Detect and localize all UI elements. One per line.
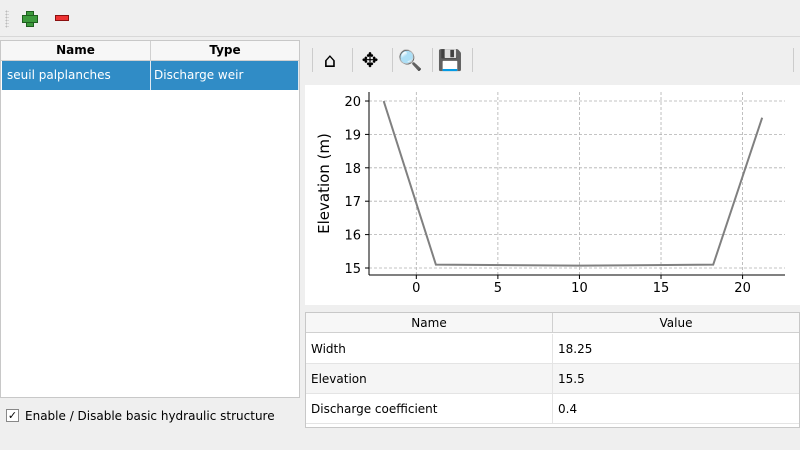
x-tick-label: 0 <box>412 281 420 296</box>
y-tick-label: 16 <box>344 229 361 244</box>
toolbar-grip[interactable] <box>5 10 9 28</box>
zoom-icon[interactable]: 🔍 <box>397 48 423 72</box>
y-axis-label: Elevation (m) <box>315 133 333 234</box>
column-header-param-name[interactable]: Name <box>306 313 553 333</box>
enable-checkbox-label[interactable]: Enable / Disable basic hydraulic structu… <box>25 409 275 423</box>
x-axis-label: Y (m) <box>556 303 597 305</box>
main-toolbar <box>0 0 800 37</box>
chart-svg: 0 5 10 15 20 15 16 17 18 19 20 Y (m) Elevation (m) <box>315 92 785 305</box>
param-row[interactable]: Elevation 15.5 <box>306 364 799 394</box>
home-icon[interactable]: ⌂ <box>323 48 337 72</box>
param-name: Elevation <box>311 372 367 386</box>
column-header-type[interactable]: Type <box>151 41 299 61</box>
save-icon[interactable]: 💾 <box>437 48 463 72</box>
x-tick-label: 15 <box>653 281 670 296</box>
column-header-name[interactable]: Name <box>1 41 151 61</box>
param-name: Width <box>311 342 346 356</box>
param-value[interactable]: 0.4 <box>552 394 577 424</box>
param-value[interactable]: 18.25 <box>552 334 592 364</box>
param-row[interactable]: Width 18.25 <box>306 334 799 364</box>
x-tick-label: 5 <box>494 281 502 296</box>
plus-icon[interactable] <box>22 11 38 27</box>
param-row[interactable]: Discharge coefficient 0.4 <box>306 394 799 424</box>
structures-table: Name Type seuil palplanches Discharge we… <box>0 40 300 398</box>
x-tick-label: 20 <box>734 281 751 296</box>
param-name: Discharge coefficient <box>311 402 438 416</box>
param-value[interactable]: 15.5 <box>552 364 585 394</box>
y-tick-label: 18 <box>344 162 361 177</box>
profile-line <box>382 100 764 267</box>
plot-toolbar: ⌂ ✥ 🔍 💾 <box>305 42 800 78</box>
column-header-param-value[interactable]: Value <box>553 313 799 333</box>
y-tick-label: 17 <box>344 195 361 210</box>
pan-icon[interactable]: ✥ <box>361 48 379 72</box>
enable-checkbox[interactable]: ✓ <box>6 409 19 422</box>
y-tick-label: 15 <box>344 262 361 277</box>
cell-type[interactable]: Discharge weir <box>151 61 299 90</box>
y-tick-label: 19 <box>344 128 361 143</box>
parameters-table: Name Value Width 18.25 Elevation 15.5 Disc… <box>305 312 800 428</box>
y-tick-label: 20 <box>344 95 361 110</box>
cell-name[interactable]: seuil palplanches <box>2 61 151 90</box>
elevation-chart: 0 5 10 15 20 15 16 17 18 19 20 Y (m) Elevation (m) <box>305 85 800 305</box>
x-tick-label: 10 <box>571 281 588 296</box>
minus-icon[interactable] <box>55 15 69 21</box>
